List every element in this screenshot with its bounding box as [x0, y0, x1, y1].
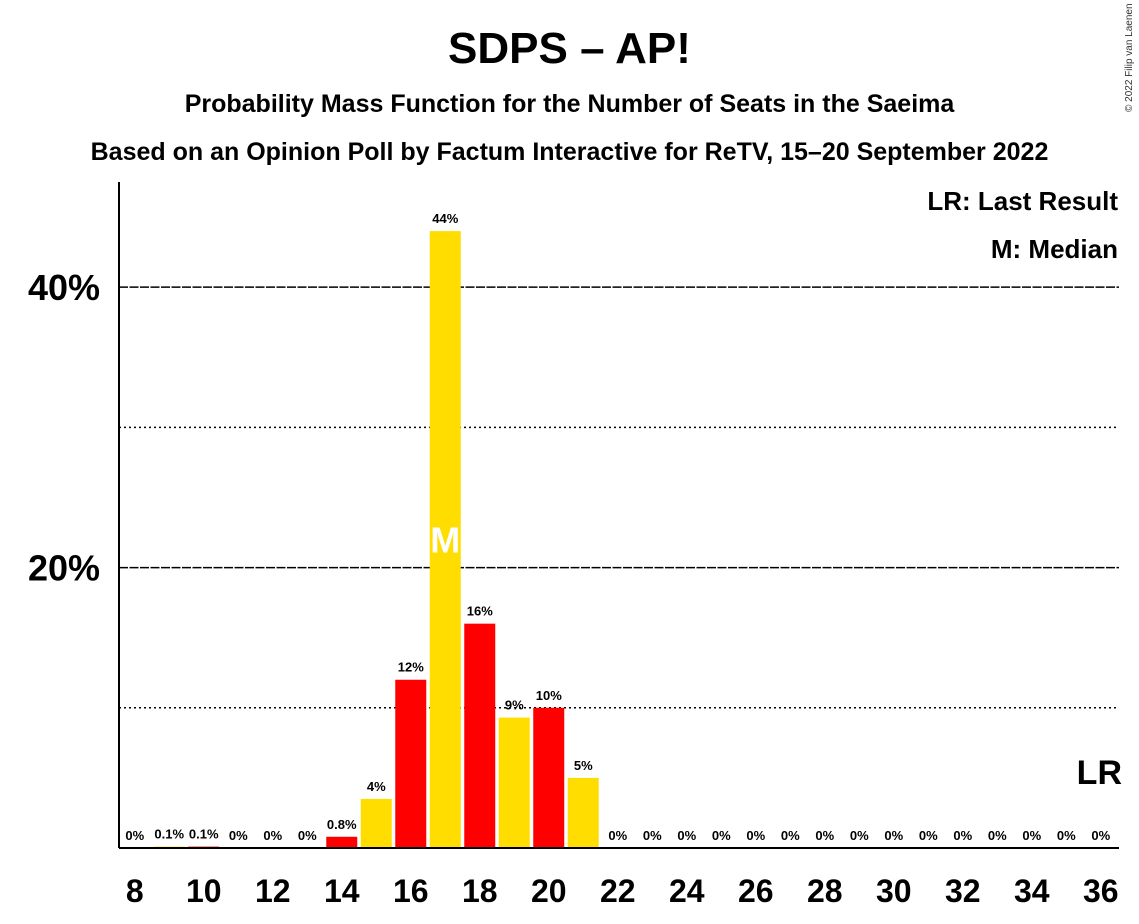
bar-15 [360, 798, 392, 848]
x-tick-label: 26 [738, 873, 774, 909]
last-result-marker: LR [1077, 754, 1122, 792]
x-tick-label: 22 [600, 873, 636, 909]
data-label-27: 0% [781, 828, 800, 843]
data-label-9: 0.1% [154, 827, 184, 842]
x-tick-label: 36 [1083, 873, 1119, 909]
axes [118, 182, 1119, 849]
data-label-25: 0% [712, 828, 731, 843]
x-tick-label: 34 [1014, 873, 1050, 909]
bar-19 [498, 717, 530, 848]
median-marker: M [430, 520, 460, 561]
data-labels: 0% 0.1% 0.1% 0% 0% 0% 0.8% 4% 12% 44% 16% 9% 10% 5% 0%… [125, 211, 1110, 843]
bar-14 [326, 836, 358, 848]
data-label-15: 4% [367, 779, 386, 794]
bar-18 [464, 623, 496, 848]
legend: LR: Last Result M: Median [927, 186, 1118, 264]
x-tick-label: 16 [393, 873, 429, 909]
legend-entry: LR: Last Result [927, 186, 1118, 216]
y-tick-labels: 20% 40% [28, 267, 100, 588]
data-label-30: 0% [884, 828, 903, 843]
chart-subtitle: Probability Mass Function for the Number… [184, 90, 955, 118]
data-label-10: 0.1% [189, 827, 219, 842]
legend-entry: M: Median [991, 234, 1118, 264]
bars [153, 231, 599, 849]
x-tick-label: 12 [255, 873, 291, 909]
data-label-34: 0% [1022, 828, 1041, 843]
gridlines [119, 286, 1119, 709]
data-label-18: 16% [467, 604, 493, 619]
chart-subtitle-source: Based on an Opinion Poll by Factum Inter… [90, 138, 1049, 166]
data-label-35: 0% [1057, 828, 1076, 843]
data-label-21: 5% [574, 758, 593, 773]
y-tick-label: 20% [28, 548, 100, 589]
data-label-22: 0% [608, 828, 627, 843]
bar-21 [567, 777, 599, 848]
chart-title: SDPS – AP! [448, 24, 691, 73]
data-label-23: 0% [643, 828, 662, 843]
data-label-32: 0% [953, 828, 972, 843]
x-tick-label: 32 [945, 873, 981, 909]
bar-17 [429, 231, 461, 849]
data-label-26: 0% [746, 828, 765, 843]
data-label-33: 0% [988, 828, 1007, 843]
markers: M LR [430, 520, 1122, 792]
data-label-20: 10% [536, 688, 562, 703]
bar-20 [533, 707, 565, 848]
data-label-8: 0% [125, 828, 144, 843]
bar-16 [395, 679, 427, 848]
x-tick-label: 30 [876, 873, 912, 909]
y-tick-label: 40% [28, 267, 100, 308]
data-label-13: 0% [298, 828, 317, 843]
x-tick-labels: 8 10 12 14 16 18 20 22 24 26 28 30 32 34 36 [126, 873, 1119, 909]
data-label-24: 0% [677, 828, 696, 843]
data-label-28: 0% [815, 828, 834, 843]
data-label-12: 0% [263, 828, 282, 843]
data-label-16: 12% [398, 660, 424, 675]
data-label-31: 0% [919, 828, 938, 843]
data-label-14: 0.8% [327, 817, 357, 832]
x-tick-label: 18 [462, 873, 498, 909]
data-label-36: 0% [1091, 828, 1110, 843]
x-tick-label: 28 [807, 873, 843, 909]
x-tick-label: 10 [186, 873, 222, 909]
x-tick-label: 8 [126, 873, 144, 909]
x-tick-label: 24 [669, 873, 705, 909]
x-tick-label: 14 [324, 873, 360, 909]
x-tick-label: 20 [531, 873, 567, 909]
data-label-19: 9% [505, 698, 524, 713]
data-label-29: 0% [850, 828, 869, 843]
data-label-11: 0% [229, 828, 248, 843]
data-label-17: 44% [432, 211, 458, 226]
